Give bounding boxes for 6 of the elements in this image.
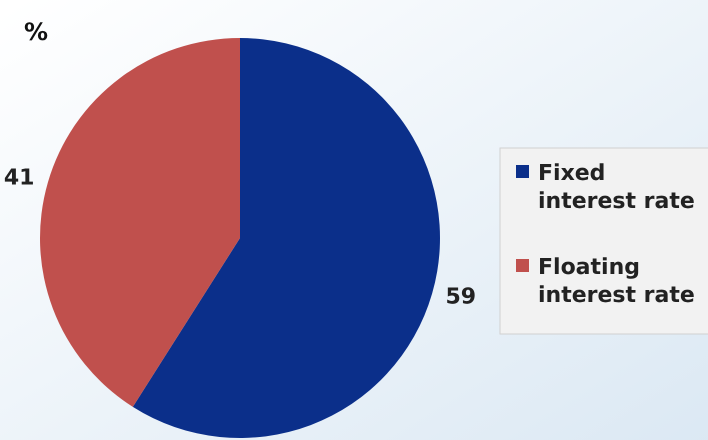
legend-label: Fixed interest rate: [538, 161, 695, 214]
pie-slice: [132, 38, 440, 438]
data-label: 59: [446, 284, 476, 310]
chart-title: %: [24, 18, 48, 46]
data-label: 41: [4, 165, 34, 190]
legend-label: Floating interest rate: [538, 255, 695, 308]
